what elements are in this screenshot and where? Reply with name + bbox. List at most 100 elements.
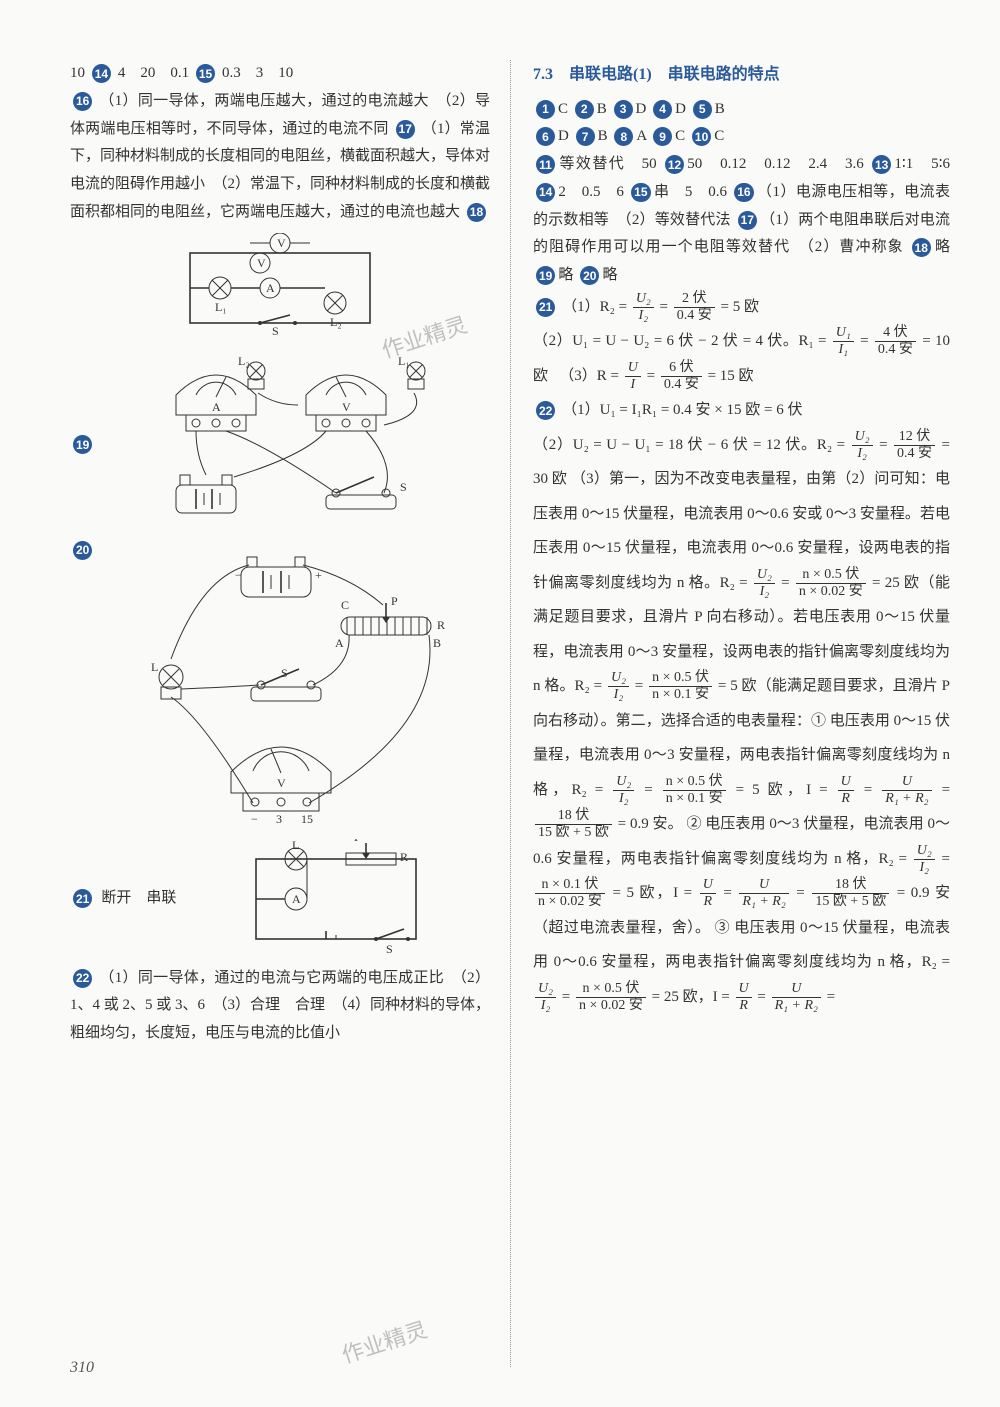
ans-r3: D (636, 101, 647, 117)
svg-text:R: R (437, 618, 445, 632)
badge-r3: 3 (614, 100, 633, 119)
ans-r11: 等效替代 50 (558, 156, 657, 172)
svg-text:R: R (400, 850, 408, 864)
svg-text:S: S (386, 942, 393, 956)
badge-14: 14 (92, 64, 111, 83)
section-title: 7.3 串联电路(1) 串联电路的特点 (533, 60, 950, 90)
ans-r18: 略 (934, 239, 950, 255)
badge-16: 16 (73, 92, 92, 111)
frac-c1I1: UR (838, 774, 854, 807)
badge-19: 19 (73, 435, 92, 454)
badge-r22: 22 (536, 401, 555, 420)
circuit-diagram-18: V V L₁ A L₂ S (160, 233, 400, 343)
q22-3intro: （3）第一，因为不改变电表量程，由第（2）问可知：电压表用 0～15 伏量程，电… (533, 471, 950, 591)
svg-text:S: S (281, 666, 288, 680)
c1res: = 5 欧，I = (736, 782, 828, 798)
frac-c1a: U₂I₂ (613, 774, 634, 807)
svg-text:A: A (292, 892, 301, 906)
svg-text:L₂: L₂ (330, 315, 342, 329)
frac-c2I1: UR (700, 877, 716, 910)
badge-r6: 6 (536, 127, 555, 146)
ans-r15: 串 5 0.6 (654, 184, 728, 200)
q21-1-res: = 5 欧 (721, 299, 759, 315)
eqc2I2: = (796, 885, 804, 901)
frac-q22-2b: 12 伏0.4 安 (894, 429, 935, 462)
c2res: = 5 欧，I = (612, 885, 692, 901)
badge-r11: 11 (536, 155, 555, 174)
frac-q22-3b: n × 0.5 伏n × 0.02 安 (796, 567, 866, 600)
c3res: = 25 欧，I = (652, 989, 730, 1005)
svg-text:S: S (400, 480, 407, 494)
badge-r4: 4 (653, 100, 672, 119)
badge-r19: 19 (536, 266, 555, 285)
svg-text:V: V (277, 776, 286, 790)
svg-text:C: C (341, 598, 349, 612)
badge-r17: 17 (738, 211, 757, 230)
ans-15: 0.3 3 10 (222, 65, 293, 81)
svg-text:V: V (257, 256, 266, 270)
ans-r1: C (558, 101, 568, 117)
frac-c3I1: UR (736, 981, 752, 1014)
svg-text:15: 15 (301, 812, 313, 826)
badge-r1: 1 (536, 100, 555, 119)
frac-c1b: n × 0.5 伏n × 0.1 安 (663, 774, 726, 807)
eq22-2: = (879, 437, 887, 453)
q21-1-lhs: （1）R₂ = (562, 299, 627, 315)
ans-r6: D (558, 128, 569, 144)
frac-q21-1b: 2 伏0.4 安 (674, 291, 715, 324)
eq1: = (660, 299, 668, 315)
ans-r9: C (675, 128, 685, 144)
eqc2I: = (723, 885, 731, 901)
p16-17: 16 （1）同一导体，两端电压越大，通过的电流越大 （2）导体两端电压相等时，不… (70, 88, 490, 227)
badge-r20: 20 (580, 266, 599, 285)
ans-21: 断开 串联 (101, 885, 176, 913)
ans-14: 4 20 0.1 (118, 65, 189, 81)
frac-q22-3bb: n × 0.5 伏n × 0.1 安 (649, 670, 712, 703)
ans-r10: C (714, 128, 724, 144)
svg-text:A: A (212, 400, 221, 414)
eq2: = (860, 333, 868, 349)
eqc3I2: = (827, 989, 835, 1005)
circuit-diagram-19: A V L₂ (126, 355, 466, 535)
badge-r14: 14 (536, 183, 555, 202)
eq22-3: = (781, 575, 789, 591)
eqc1: = (644, 782, 652, 798)
badge-r15: 15 (631, 183, 650, 202)
svg-text:B: B (433, 636, 441, 650)
badge-18: 18 (467, 203, 486, 222)
badge-r2: 2 (575, 100, 594, 119)
c1Ires: = 0.9 安。 (618, 816, 683, 832)
svg-text:L: L (151, 660, 158, 674)
badge-r5: 5 (693, 100, 712, 119)
ans-r8: A (636, 128, 646, 144)
badge-r21: 21 (536, 298, 555, 317)
q21-3a: （3）R = (567, 368, 619, 384)
ans-r7: B (598, 128, 608, 144)
q22-2a: （2）U₂ = U − U₁ = 18 伏 − 6 伏 = 12 伏。R₂ = (533, 437, 845, 453)
frac-q22-3a: U₂I₂ (754, 567, 775, 600)
ans-r14: 2 0.5 6 (558, 184, 624, 200)
mc-answers-row2: 6D 7B 8A 9C 10C (533, 123, 950, 151)
badge-r16: 16 (734, 183, 753, 202)
q21-3res: = 15 欧 (708, 368, 754, 384)
fill-answers: 11等效替代 50 1250 0.12 0.12 2.4 3.6 131∶1 5… (533, 151, 950, 290)
frac-q21-3a: UI (625, 360, 641, 393)
q21: 21 （1）R₂ = U₂I₂ = 2 伏0.4 安 = 5 欧 （2）U₁ =… (533, 290, 950, 394)
svg-text:−: − (251, 812, 258, 826)
frac-c2b: n × 0.1 伏n × 0.02 安 (535, 877, 605, 910)
ans-r4: D (675, 101, 686, 117)
eqc2: = (942, 851, 950, 867)
frac-c3b: n × 0.5 伏n × 0.02 安 (576, 981, 646, 1014)
svg-text:P: P (354, 839, 361, 844)
badge-20: 20 (73, 541, 92, 560)
frac-q21-1a: U₂I₂ (633, 291, 654, 324)
q22-3res: = 25 欧（能满足题目要求，且滑片 P 向右移动）。若电压表用 0～15 伏量… (533, 575, 950, 695)
frac-c3I2: UR₁ + R₂ (772, 981, 821, 1014)
svg-text:S: S (272, 324, 279, 338)
svg-text:L₂: L₂ (238, 355, 250, 368)
badge-r12: 12 (665, 155, 684, 174)
ans-r2: B (597, 101, 607, 117)
circuit-diagram-21: L PR A S (236, 839, 436, 959)
badge-22: 22 (73, 969, 92, 988)
right-column: 7.3 串联电路(1) 串联电路的特点 1C 2B 3D 4D 5B 6D 7B… (510, 60, 950, 1367)
